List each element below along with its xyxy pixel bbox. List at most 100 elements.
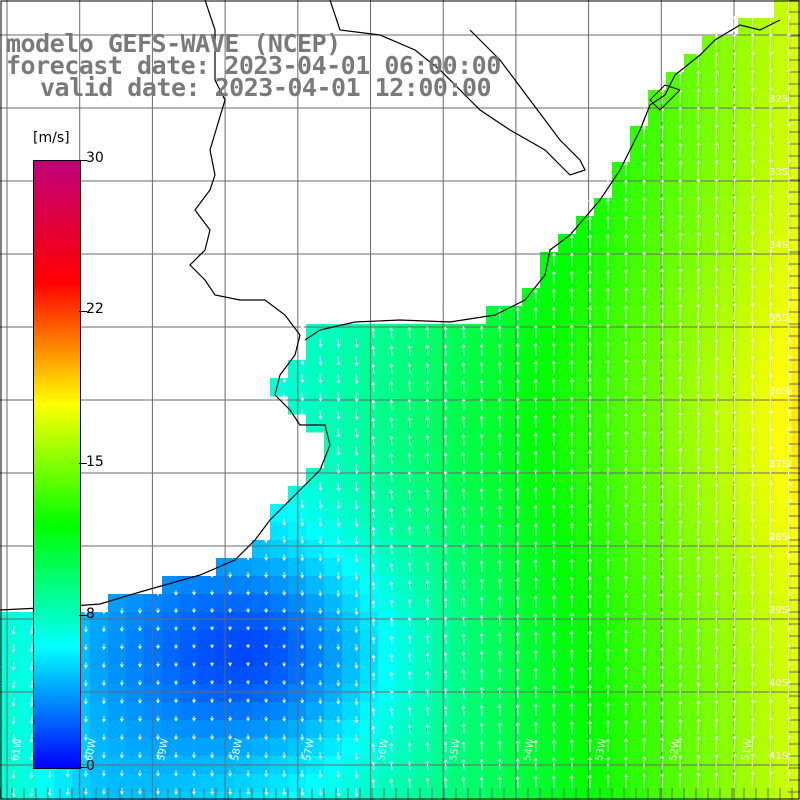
vector-arrowhead bbox=[389, 635, 394, 640]
vector-arrowhead bbox=[750, 266, 755, 270]
vector-arrow bbox=[355, 463, 358, 474]
vector-arrowhead bbox=[497, 505, 502, 510]
field-cell bbox=[792, 396, 800, 415]
field-cell bbox=[18, 612, 37, 631]
vector-arrowhead bbox=[696, 718, 701, 722]
vector-arrowhead bbox=[660, 538, 665, 542]
vector-arrow bbox=[301, 355, 303, 365]
vector-arrow bbox=[769, 699, 772, 717]
vector-arrowhead bbox=[678, 249, 683, 254]
field-cell bbox=[144, 666, 163, 685]
field-cell bbox=[396, 504, 415, 523]
vector-arrowhead bbox=[101, 791, 106, 795]
field-cell bbox=[162, 630, 181, 649]
field-cell bbox=[270, 558, 289, 577]
vector-arrowhead bbox=[678, 178, 683, 182]
vector-arrowhead bbox=[768, 680, 773, 685]
field-cell bbox=[666, 504, 685, 523]
vector-arrowhead bbox=[497, 650, 502, 654]
vector-arrowhead bbox=[787, 336, 791, 341]
vector-arrow bbox=[337, 517, 340, 527]
field-cell bbox=[522, 396, 541, 415]
field-cell bbox=[126, 720, 145, 739]
vector-arrowhead bbox=[678, 232, 683, 236]
vector-arrowhead bbox=[587, 575, 592, 580]
vector-arrowhead bbox=[750, 14, 755, 19]
field-cell bbox=[648, 630, 667, 649]
vector-arrow bbox=[769, 554, 772, 573]
vector-arrowhead bbox=[300, 343, 305, 348]
field-cell bbox=[342, 738, 361, 757]
vector-arrow bbox=[769, 195, 772, 213]
vector-arrowhead bbox=[714, 249, 719, 253]
vector-arrow bbox=[426, 742, 429, 753]
field-cell bbox=[576, 594, 595, 613]
field-cell bbox=[684, 666, 703, 685]
vector-arrow bbox=[733, 447, 736, 465]
vector-arrowhead bbox=[624, 322, 628, 327]
vector-arrowhead bbox=[336, 593, 341, 598]
vector-arrowhead bbox=[750, 770, 755, 775]
vector-arrowhead bbox=[29, 630, 34, 635]
vector-arrow bbox=[733, 213, 736, 231]
vector-arrowhead bbox=[696, 465, 701, 469]
vector-arrow bbox=[787, 481, 790, 501]
field-cell bbox=[414, 684, 433, 703]
vector-arrow bbox=[787, 499, 790, 519]
vector-arrowhead bbox=[660, 646, 665, 651]
field-cell bbox=[378, 540, 397, 559]
lat-label: 35S bbox=[769, 313, 789, 324]
field-cell bbox=[18, 720, 37, 739]
vector-arrowhead bbox=[174, 699, 178, 704]
field-cell bbox=[90, 684, 109, 703]
vector-arrow bbox=[751, 482, 754, 501]
vector-arrowhead bbox=[497, 668, 502, 672]
field-cell bbox=[486, 342, 505, 361]
vector-arrowhead bbox=[318, 718, 323, 723]
vector-arrow bbox=[715, 339, 718, 357]
field-cell bbox=[414, 576, 433, 595]
vector-arrowhead bbox=[479, 343, 484, 348]
vector-arrowhead bbox=[606, 701, 610, 706]
field-cell bbox=[504, 684, 523, 703]
vector-arrow bbox=[12, 643, 15, 653]
vector-arrow bbox=[372, 673, 375, 681]
field-cell bbox=[702, 774, 721, 793]
vector-arrowhead bbox=[156, 663, 160, 668]
field-cell bbox=[270, 594, 289, 613]
vector-arrow bbox=[372, 418, 375, 429]
vector-arrow bbox=[372, 472, 375, 483]
vector-arrowhead bbox=[750, 626, 755, 631]
vector-arrowhead bbox=[606, 449, 610, 453]
vector-arrowhead bbox=[407, 598, 412, 603]
field-cell bbox=[288, 738, 307, 757]
field-cell bbox=[270, 792, 289, 800]
vector-arrow bbox=[408, 562, 411, 573]
vector-arrow bbox=[355, 607, 358, 615]
vector-arrowhead bbox=[732, 464, 737, 468]
vector-arrow bbox=[426, 471, 429, 483]
vector-arrowhead bbox=[354, 505, 359, 510]
field-cell bbox=[342, 504, 361, 523]
field-cell bbox=[144, 774, 163, 793]
vector-arrow bbox=[787, 554, 790, 573]
field-cell bbox=[558, 684, 577, 703]
vector-arrowhead bbox=[497, 686, 502, 690]
vector-arrow bbox=[390, 545, 393, 555]
field-cell bbox=[666, 90, 685, 109]
vector-arrowhead bbox=[696, 88, 701, 92]
vector-arrowhead bbox=[479, 523, 484, 528]
field-cell bbox=[702, 252, 721, 271]
vector-arrowhead bbox=[119, 718, 124, 723]
field-cell bbox=[234, 630, 253, 649]
field-cell bbox=[720, 594, 739, 613]
vector-arrowhead bbox=[461, 633, 466, 637]
vector-arrowhead bbox=[497, 451, 502, 455]
vector-arrowhead bbox=[768, 86, 773, 91]
vector-arrowhead bbox=[786, 157, 791, 162]
vector-arrowhead bbox=[624, 773, 628, 778]
field-cell bbox=[738, 594, 757, 613]
vector-arrowhead bbox=[768, 427, 773, 432]
field-cell bbox=[504, 612, 523, 631]
